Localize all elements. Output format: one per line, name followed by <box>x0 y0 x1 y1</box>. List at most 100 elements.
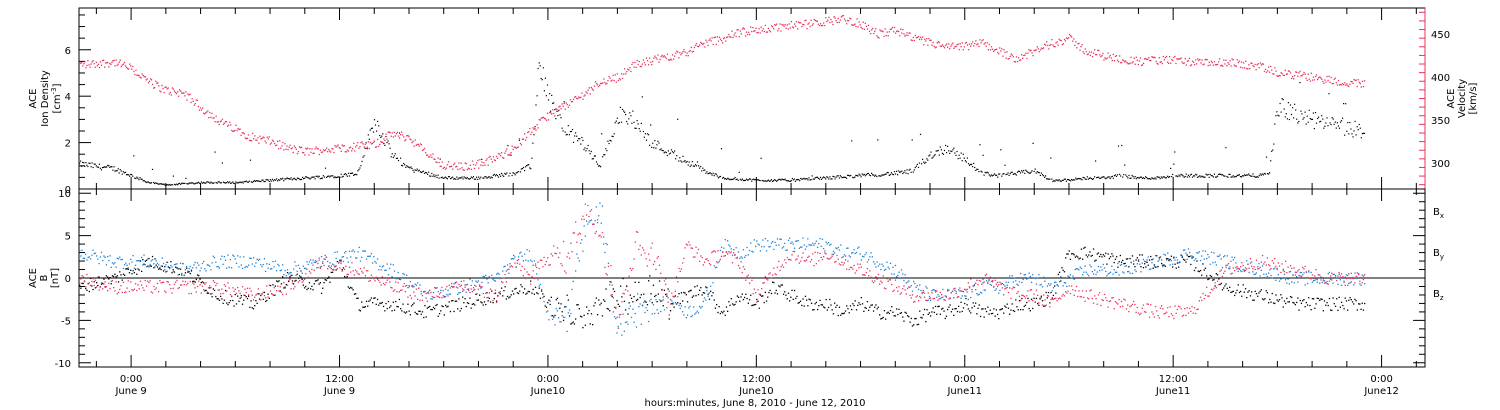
b-point <box>590 313 593 315</box>
b-point <box>812 309 814 311</box>
b-point <box>994 315 996 317</box>
velocity-point <box>597 86 600 88</box>
density-point <box>967 163 970 165</box>
density-point <box>128 174 130 176</box>
b-point <box>300 269 302 272</box>
b-point <box>308 282 311 284</box>
b-point <box>201 285 204 287</box>
velocity-point <box>1276 75 1278 77</box>
b-point <box>712 282 714 284</box>
velocity-point <box>734 32 736 34</box>
b-point <box>1356 276 1358 278</box>
series-bz <box>79 203 1366 329</box>
b-point <box>572 321 574 323</box>
density-point <box>205 182 207 184</box>
b-point <box>818 305 820 307</box>
density-point <box>239 181 241 183</box>
b-point <box>437 315 439 317</box>
density-point <box>117 168 119 170</box>
b-point <box>1035 297 1038 300</box>
density-point <box>1337 125 1339 127</box>
b-point <box>1349 297 1351 299</box>
density-point <box>1269 172 1271 174</box>
b-point <box>303 278 306 280</box>
velocity-point <box>616 73 618 75</box>
density-point <box>171 184 173 186</box>
b-point <box>937 294 939 296</box>
b-point <box>806 299 808 301</box>
b-point <box>1332 282 1334 284</box>
velocity-point <box>330 151 332 153</box>
b-point <box>1065 257 1067 259</box>
density-point <box>186 183 188 185</box>
b-point <box>511 258 514 260</box>
velocity-point <box>477 159 479 162</box>
b-point <box>120 258 122 261</box>
density-point <box>850 174 852 177</box>
velocity-point <box>181 92 183 94</box>
velocity-point <box>263 136 265 139</box>
density-point <box>122 171 124 173</box>
density-point <box>614 122 616 124</box>
b-point <box>279 270 281 272</box>
b-point <box>934 305 937 308</box>
velocity-point <box>1090 51 1093 53</box>
b-point <box>1338 296 1340 298</box>
velocity-point <box>84 61 86 63</box>
b-point <box>192 282 194 284</box>
b-point <box>341 256 343 258</box>
velocity-point <box>680 54 682 56</box>
velocity-point <box>1205 58 1207 60</box>
b-point <box>406 284 408 286</box>
velocity-point <box>1220 65 1222 67</box>
b-point <box>1075 268 1078 270</box>
density-point <box>925 161 927 163</box>
b-point <box>1350 281 1352 283</box>
b-point <box>648 280 650 282</box>
b-point <box>244 294 246 297</box>
b-point <box>278 265 280 267</box>
velocity-point <box>1008 57 1010 60</box>
b-point <box>273 266 275 268</box>
b-point <box>218 289 221 291</box>
density-point <box>363 155 365 157</box>
density-point <box>1091 178 1094 180</box>
velocity-point <box>833 16 835 18</box>
density-point <box>1271 150 1273 152</box>
b-point <box>216 298 218 300</box>
b-point <box>353 274 356 276</box>
b-point <box>267 267 269 269</box>
velocity-point <box>657 54 659 56</box>
velocity-point <box>359 145 361 148</box>
density-point <box>742 179 744 182</box>
b-point <box>347 286 349 288</box>
velocity-point <box>564 108 566 110</box>
velocity-point <box>1066 38 1069 40</box>
velocity-point <box>410 139 412 141</box>
velocity-point <box>249 140 252 142</box>
density-point <box>1055 179 1057 181</box>
density-point <box>724 178 726 180</box>
velocity-point <box>169 91 171 94</box>
b-point <box>1169 264 1171 266</box>
b-point <box>469 278 471 280</box>
legend-name: B <box>1433 207 1440 218</box>
b-point <box>1204 267 1207 269</box>
density-point <box>1360 137 1362 139</box>
density-point <box>636 120 638 122</box>
velocity-point <box>1136 59 1138 61</box>
b-point <box>984 308 986 310</box>
velocity-point <box>388 131 390 133</box>
velocity-point <box>956 44 958 46</box>
b-point <box>159 266 161 269</box>
b-point <box>1112 255 1114 257</box>
b-point <box>139 280 142 282</box>
b-point <box>879 314 881 316</box>
velocity-point <box>511 145 513 147</box>
b-point <box>1097 265 1100 268</box>
b-point <box>562 316 565 318</box>
b-point <box>1195 267 1197 269</box>
b-point <box>205 289 207 291</box>
b-point <box>1362 309 1365 311</box>
velocity-point <box>800 22 802 24</box>
